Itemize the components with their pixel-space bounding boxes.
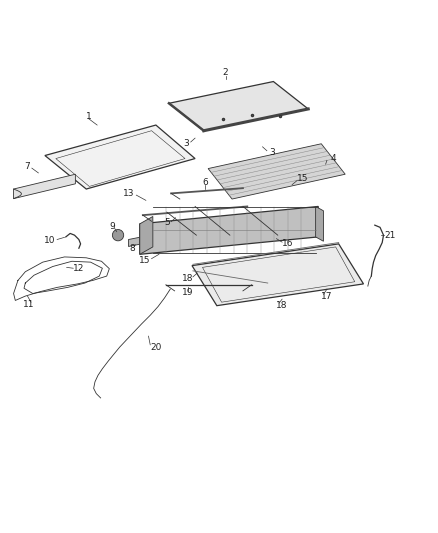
- Polygon shape: [128, 237, 141, 246]
- Polygon shape: [192, 244, 364, 305]
- Circle shape: [113, 230, 124, 241]
- Text: 15: 15: [297, 174, 308, 183]
- Text: 3: 3: [184, 139, 189, 148]
- Text: 15: 15: [139, 256, 151, 265]
- Polygon shape: [45, 125, 195, 189]
- Text: 19: 19: [182, 288, 194, 297]
- Text: 11: 11: [23, 300, 34, 309]
- Text: 17: 17: [321, 293, 333, 302]
- Text: 3: 3: [269, 148, 275, 157]
- Text: 18: 18: [182, 274, 194, 283]
- Text: 4: 4: [330, 154, 336, 163]
- Text: 10: 10: [44, 236, 56, 245]
- Text: 2: 2: [223, 68, 228, 77]
- Text: 21: 21: [384, 231, 395, 240]
- Polygon shape: [140, 206, 318, 254]
- Text: 5: 5: [165, 219, 170, 228]
- Polygon shape: [208, 144, 345, 199]
- Polygon shape: [316, 206, 323, 241]
- Text: 18: 18: [276, 301, 288, 310]
- Polygon shape: [140, 216, 153, 254]
- Text: 9: 9: [110, 222, 115, 231]
- Text: 13: 13: [123, 189, 134, 198]
- Text: 12: 12: [73, 264, 85, 273]
- Polygon shape: [14, 174, 75, 199]
- Text: 16: 16: [282, 239, 293, 248]
- Polygon shape: [169, 82, 308, 131]
- Text: 20: 20: [150, 343, 162, 352]
- Text: 7: 7: [25, 162, 30, 171]
- Text: 8: 8: [129, 244, 135, 253]
- Text: 6: 6: [202, 179, 208, 188]
- Text: 1: 1: [85, 112, 91, 121]
